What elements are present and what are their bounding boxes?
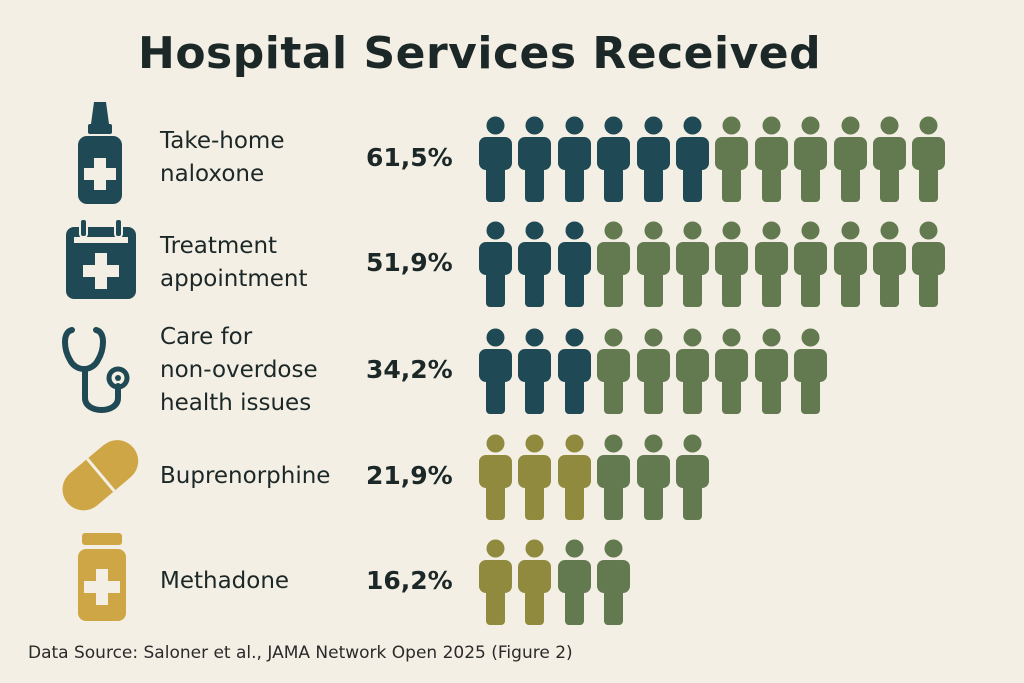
nasal-spray-icon	[56, 100, 146, 204]
pictogram-row: Buprenorphine 21,9%	[0, 426, 1024, 526]
person-icon	[676, 434, 709, 520]
person-icon	[479, 434, 512, 520]
person-icon	[518, 539, 552, 625]
person-icon	[715, 116, 749, 202]
person-icon	[479, 328, 512, 414]
person-icon	[676, 328, 709, 414]
person-icon	[873, 221, 906, 307]
medicine-bottle-icon	[56, 531, 146, 631]
category-label: naloxone	[160, 161, 265, 187]
person-icon	[557, 116, 591, 202]
person-icon	[794, 116, 828, 202]
calendar-plus-icon	[56, 213, 146, 313]
person-icon	[794, 221, 828, 307]
person-icon	[597, 539, 631, 625]
person-icon	[479, 221, 512, 307]
person-icon	[912, 116, 946, 202]
person-icon	[676, 116, 709, 202]
value-label: 21,9%	[366, 461, 453, 490]
category-label: Buprenorphine	[160, 462, 331, 489]
person-icon	[636, 116, 670, 202]
person-icon	[557, 539, 591, 625]
pictogram-row: Methadone 16,2%	[0, 531, 1024, 631]
person-icon	[597, 221, 631, 307]
person-icon	[715, 221, 749, 307]
category-label: Methadone	[160, 567, 290, 594]
person-icon	[833, 116, 867, 202]
value-label: 51,9%	[366, 248, 453, 277]
person-icon	[518, 221, 552, 307]
person-icon	[557, 434, 591, 520]
person-icon	[636, 328, 670, 414]
category-label: Care for	[160, 323, 253, 350]
person-icon	[597, 434, 631, 520]
value-label: 16,2%	[366, 566, 453, 595]
value-label: 61,5%	[366, 143, 453, 172]
category-label: non-overdose	[160, 356, 318, 383]
data-source: Data Source: Saloner et al., JAMA Networ…	[28, 643, 573, 663]
person-icon	[833, 221, 867, 307]
pictogram-row: Care for non-overdose health issues 34,2%	[0, 320, 1024, 420]
person-icon	[557, 221, 591, 307]
person-icon	[479, 116, 512, 202]
person-icon	[754, 328, 788, 414]
chart-title: Hospital Services Received	[138, 28, 822, 79]
category-label: appointment	[160, 266, 308, 292]
person-icon	[597, 328, 631, 414]
person-icon	[518, 434, 552, 520]
person-icon	[754, 116, 788, 202]
person-icon	[912, 221, 946, 307]
person-icon	[636, 221, 670, 307]
value-label: 34,2%	[366, 355, 453, 384]
person-icon	[676, 221, 709, 307]
category-label: health issues	[160, 389, 312, 416]
person-icon	[754, 221, 788, 307]
pictogram-row: Take-home naloxone 61,5%	[0, 102, 1024, 208]
person-icon	[557, 328, 591, 414]
person-icon	[479, 539, 512, 625]
pictogram-row: Treatment appointment 51,9%	[0, 213, 1024, 313]
person-icon	[597, 116, 631, 202]
person-icon	[518, 116, 552, 202]
person-icon	[794, 328, 828, 414]
person-icon	[715, 328, 749, 414]
pill-capsule-icon	[56, 426, 146, 526]
category-label: Take-home	[160, 128, 285, 154]
person-icon	[873, 116, 906, 202]
person-icon	[636, 434, 670, 520]
stethoscope-icon	[56, 320, 146, 420]
category-label: Treatment	[160, 233, 278, 259]
person-icon	[518, 328, 552, 414]
